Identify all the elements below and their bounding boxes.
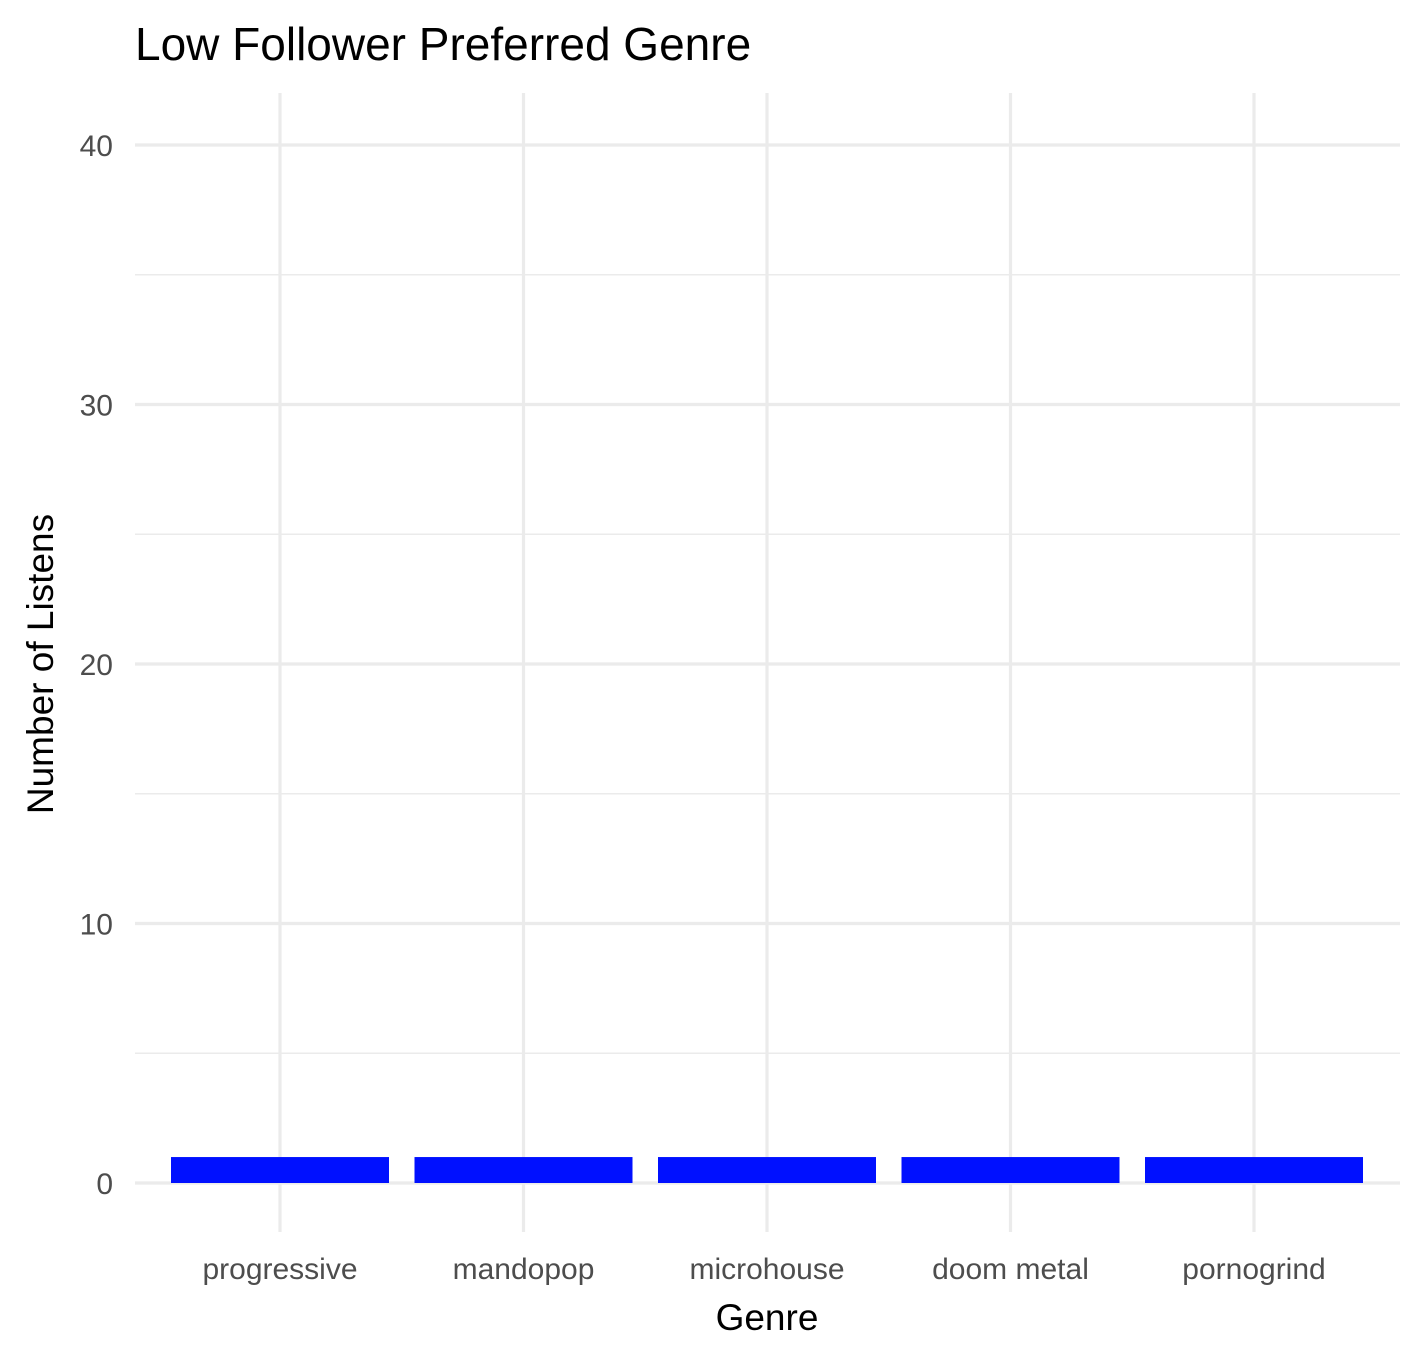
- y-tick-label: 20: [80, 649, 113, 682]
- x-tick-label: progressive: [202, 1253, 357, 1286]
- x-tick-label: mandopop: [453, 1253, 595, 1286]
- grid-lines: [135, 93, 1400, 1232]
- y-tick-label: 40: [80, 130, 113, 163]
- x-axis-title: Genre: [716, 1297, 819, 1338]
- y-tick-label: 30: [80, 390, 113, 423]
- x-tick-label: doom metal: [932, 1253, 1089, 1286]
- x-tick-label: microhouse: [689, 1253, 844, 1286]
- y-axis-tick-labels: 0 10 20 30 40: [80, 130, 113, 1201]
- y-axis-title: Number of Listens: [20, 514, 61, 814]
- y-tick-label: 0: [96, 1168, 113, 1201]
- y-tick-label: 10: [80, 909, 113, 942]
- bar-microhouse: [658, 1157, 876, 1183]
- x-tick-label: pornogrind: [1182, 1253, 1325, 1286]
- bar-progressive: [171, 1157, 389, 1183]
- chart-title: Low Follower Preferred Genre: [135, 18, 751, 70]
- bars: [171, 1157, 1363, 1183]
- bar-doom-metal: [901, 1157, 1120, 1183]
- bar-mandopop: [414, 1157, 633, 1183]
- bar-pornogrind: [1145, 1157, 1363, 1183]
- x-axis-tick-labels: progressive mandopop microhouse doom metal p…: [202, 1253, 1325, 1286]
